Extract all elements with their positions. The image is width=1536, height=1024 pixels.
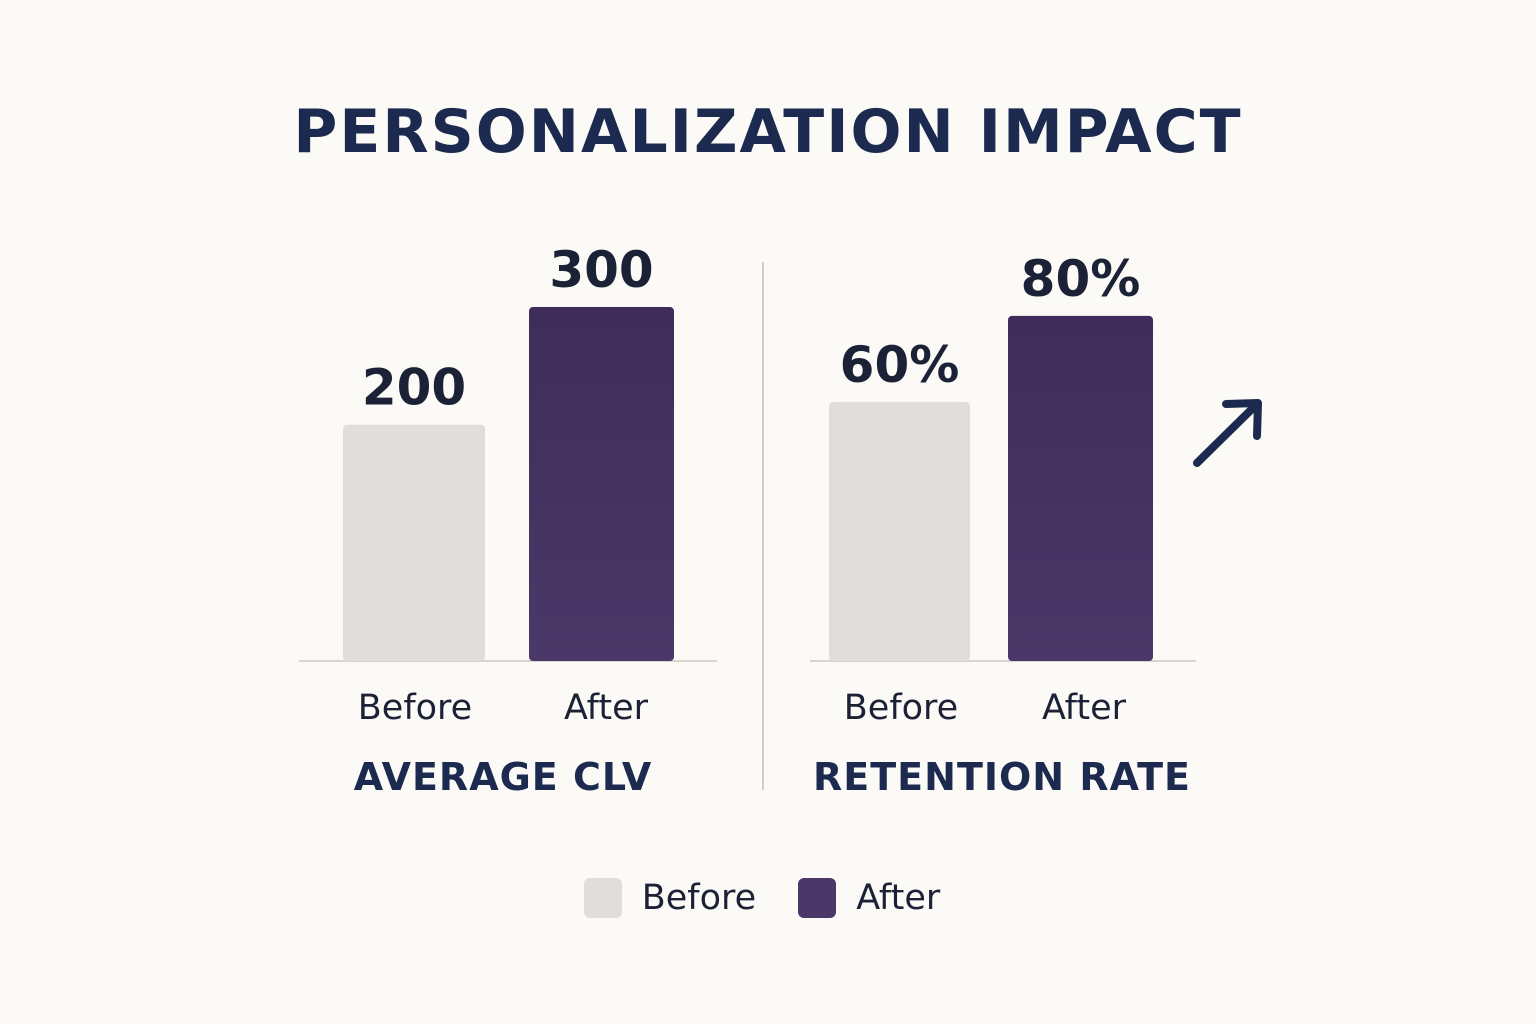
chart-panel-1: 200 Before 300 After AVERAGE CLV: [299, 241, 717, 799]
category-label-after: After: [1042, 688, 1127, 728]
data-label-after: 80%: [1021, 250, 1141, 308]
data-label-before: 60%: [840, 336, 960, 394]
legend-label-before: Before: [641, 878, 757, 918]
chart-panel-2: 60% Before 80% After RETENTION RATE: [810, 250, 1196, 799]
panel-title: RETENTION RATE: [813, 755, 1191, 799]
category-label-before: Before: [844, 688, 958, 728]
bar-after: [1008, 315, 1153, 661]
data-label-after: 300: [549, 241, 653, 299]
data-label-before: 200: [362, 359, 466, 417]
legend-item-before: Before: [583, 876, 757, 920]
category-label-before: Before: [358, 688, 472, 728]
legend-label-after: After: [856, 878, 941, 918]
legend-swatch-after: [798, 878, 837, 918]
arrow-up-right-icon: [1193, 399, 1262, 467]
legend-item-after: After: [798, 876, 940, 920]
category-label-after: After: [564, 688, 649, 728]
bar-before: [343, 424, 485, 661]
legend-swatch-before: [583, 878, 622, 918]
panel-title: AVERAGE CLV: [354, 755, 653, 799]
chart-title: PERSONALIZATION IMPACT: [293, 97, 1243, 167]
bar-before: [829, 401, 970, 661]
bar-after: [529, 307, 674, 661]
legend: Before After: [0, 876, 1530, 920]
